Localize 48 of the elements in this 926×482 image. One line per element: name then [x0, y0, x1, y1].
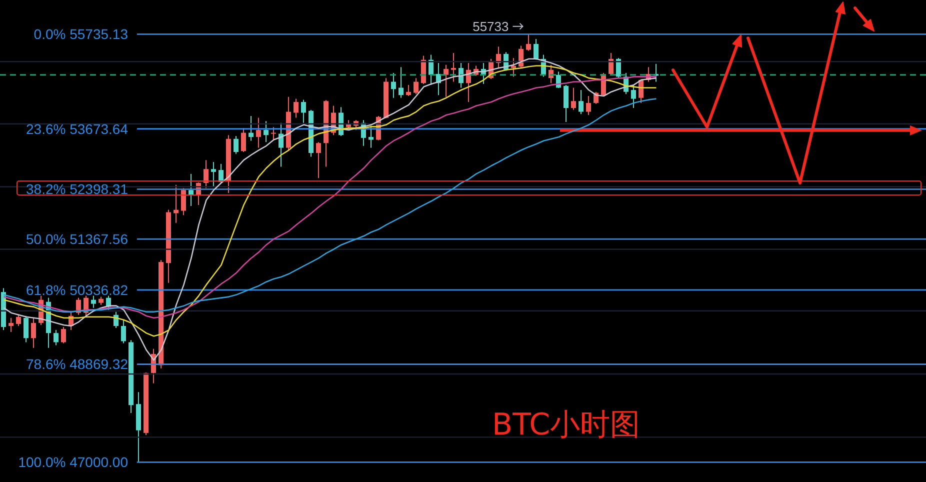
- candlestick: [278, 122, 284, 168]
- ref-line-label: 100.0% 47000.00: [18, 454, 128, 470]
- candlestick: [121, 319, 126, 344]
- ref-line-label: 23.6% 53673.64: [26, 120, 128, 137]
- candlestick: [578, 90, 584, 115]
- candlestick: [211, 161, 216, 188]
- candlestick: [264, 120, 268, 143]
- text: BTC小时图: [492, 408, 640, 442]
- candlestick: [54, 330, 58, 346]
- candlestick: [16, 314, 21, 326]
- candlestick: [24, 315, 28, 343]
- candlestick: [218, 163, 224, 183]
- candlestick: [248, 115, 254, 142]
- ref-line-label: 0.0% 55735.13: [34, 26, 128, 42]
- candlestick: [234, 136, 238, 154]
- candlestick: [534, 38, 538, 60]
- candlestick: [616, 57, 621, 78]
- candlestick: [271, 126, 276, 140]
- candlestick: [631, 84, 636, 109]
- candlestick: [241, 128, 246, 153]
- ref-line-label: 61.8% 50336.82: [26, 282, 128, 298]
- annotation: 55733: [472, 18, 509, 34]
- ref-line-label: 50.0% 51367.56: [26, 231, 128, 248]
- candlestick: [316, 142, 321, 179]
- candlestick: [294, 98, 298, 118]
- candlestick: [511, 57, 516, 78]
- candlestick: [204, 160, 208, 189]
- ref-line-label: 38.2% 52398.31: [26, 181, 128, 198]
- candlestick: [398, 66, 404, 98]
- candlestick: [414, 78, 418, 95]
- candlestick: [451, 52, 456, 82]
- candlestick: [391, 72, 396, 98]
- candlestick: [301, 99, 306, 124]
- candlestick: [61, 326, 66, 344]
- candlestick: [571, 87, 576, 110]
- candlestick: [256, 117, 261, 148]
- candlestick: [8, 317, 14, 333]
- candlestick: [586, 96, 591, 116]
- candlestick: [368, 125, 374, 148]
- candlestick: [406, 84, 411, 97]
- candlestick: [188, 173, 194, 206]
- candlestick: [31, 317, 36, 348]
- ref-line-label: 78.6% 48869.32: [26, 356, 128, 372]
- candlestick: [444, 64, 448, 98]
- candlestick: [526, 34, 531, 52]
- candlestick: [91, 295, 96, 308]
- candlestick: [181, 188, 186, 216]
- candlestick: [564, 84, 568, 122]
